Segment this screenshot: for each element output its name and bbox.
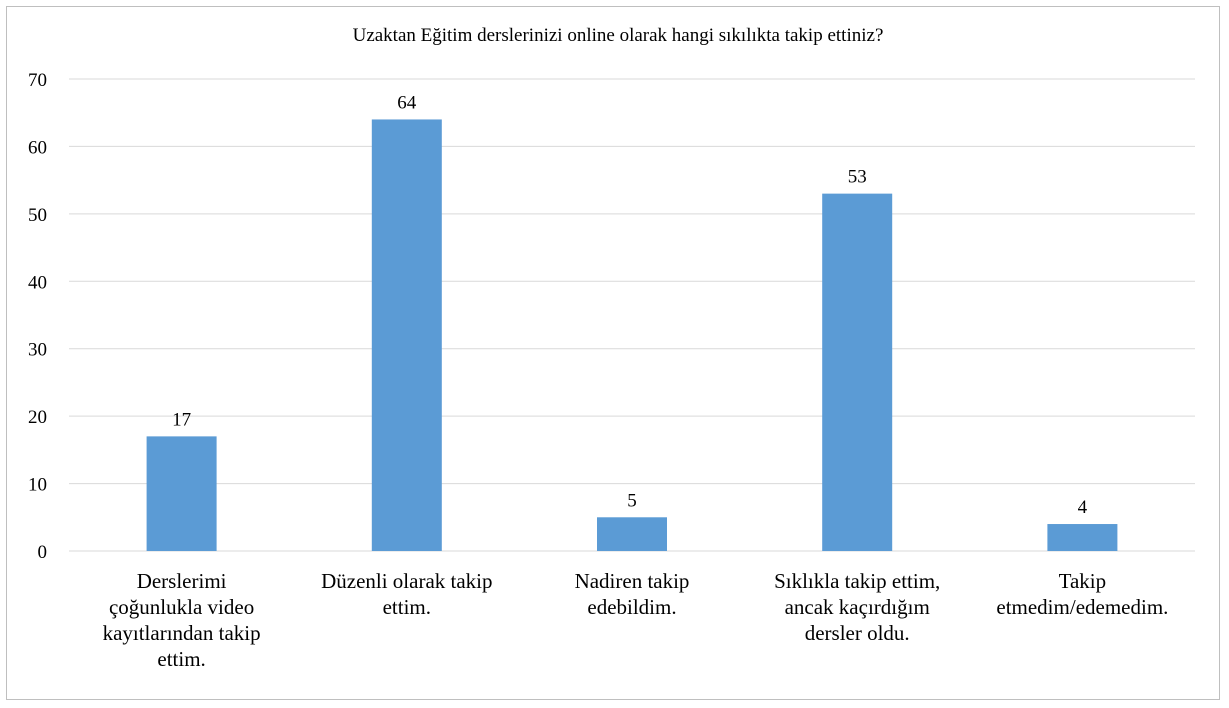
y-tick-label: 10 xyxy=(28,475,47,496)
bar-1 xyxy=(146,436,217,551)
category-label-4: Sıklıkla takip ettim, ancak kaçırdığım der… xyxy=(774,569,940,645)
category-label-line: Nadiren takip xyxy=(575,569,690,593)
y-axis-ticks: 0 10 20 30 40 50 60 70 xyxy=(28,70,47,563)
data-labels: 17 64 5 53 4 xyxy=(172,92,1088,518)
data-label-4: 53 xyxy=(848,167,867,188)
bar-3 xyxy=(597,517,667,551)
category-label-3: Nadiren takip edebildim. xyxy=(575,569,690,619)
y-tick-label: 0 xyxy=(38,542,48,563)
category-label-5: Takip etmedim/edemedim. xyxy=(996,569,1168,619)
category-label-line: Sıklıkla takip ettim, xyxy=(774,569,940,593)
category-label-line: ettim. xyxy=(157,647,205,671)
chart-frame: Uzaktan Eğitim derslerinizi online olara… xyxy=(6,6,1220,700)
chart-title: Uzaktan Eğitim derslerinizi online olara… xyxy=(353,25,884,46)
x-axis-categories: Derslerimi çoğunlukla video kayıtlarından … xyxy=(103,569,1169,671)
data-label-2: 64 xyxy=(397,92,417,113)
bars xyxy=(146,119,1118,551)
y-tick-label: 50 xyxy=(28,205,47,226)
category-label-line: dersler oldu. xyxy=(805,621,910,645)
category-label-line: Takip xyxy=(1059,569,1107,593)
category-label-2: Düzenli olarak takip ettim. xyxy=(321,569,492,619)
category-label-1: Derslerimi çoğunlukla video kayıtlarından … xyxy=(103,569,261,671)
category-label-line: ettim. xyxy=(383,595,431,619)
category-label-line: kayıtlarından takip xyxy=(103,621,261,645)
y-tick-label: 30 xyxy=(28,340,47,361)
data-label-3: 5 xyxy=(627,490,637,511)
category-label-line: Derslerimi xyxy=(137,569,227,593)
bar-chart: Uzaktan Eğitim derslerinizi online olara… xyxy=(28,25,1195,671)
bar-4 xyxy=(822,193,893,551)
category-label-line: Düzenli olarak takip xyxy=(321,569,492,593)
y-tick-label: 70 xyxy=(28,70,47,91)
category-label-line: edebildim. xyxy=(587,595,676,619)
data-label-1: 17 xyxy=(172,409,191,430)
bar-2 xyxy=(371,119,442,551)
y-tick-label: 20 xyxy=(28,407,47,428)
bar-5 xyxy=(1047,524,1118,551)
y-tick-label: 60 xyxy=(28,137,47,158)
category-label-line: etmedim/edemedim. xyxy=(996,595,1168,619)
category-label-line: ancak kaçırdığım xyxy=(785,595,930,619)
gridlines xyxy=(69,78,1195,552)
category-label-line: çoğunlukla video xyxy=(109,595,254,619)
y-tick-label: 40 xyxy=(28,272,47,293)
data-label-5: 4 xyxy=(1078,497,1088,518)
